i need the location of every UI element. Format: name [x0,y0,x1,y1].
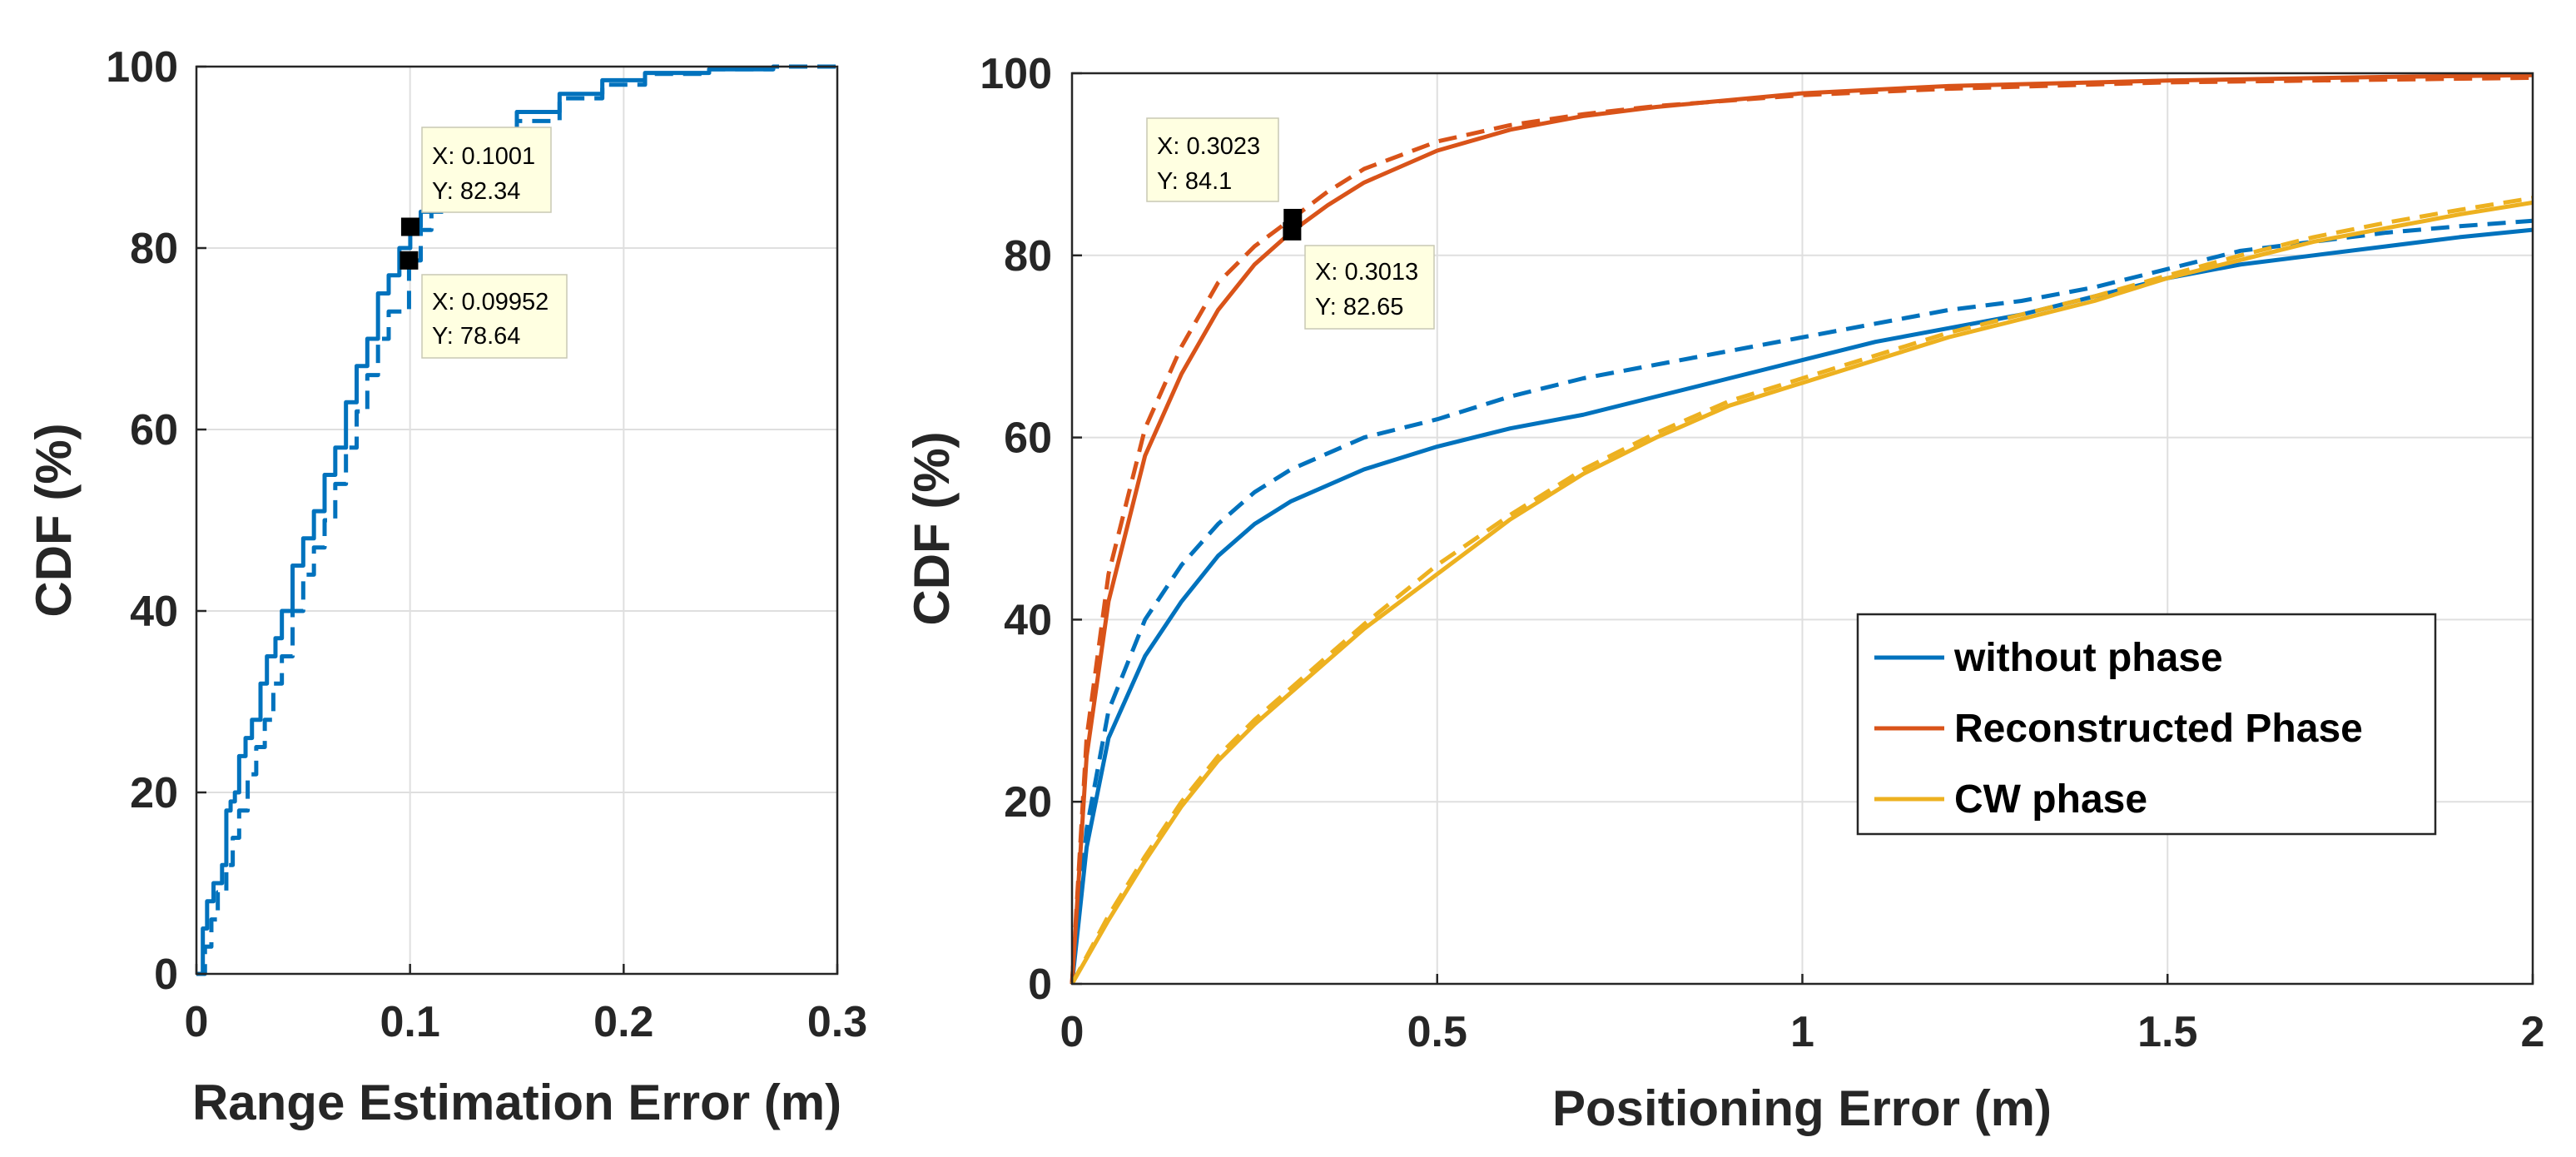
x-tick-label: 0.3 [807,998,867,1046]
datatips-left: X: 0.1001 Y: 82.34 X: 0.09952 Y: 78.64 [421,127,568,359]
datatip-box [421,127,552,213]
y-tick-label: 40 [1004,596,1052,644]
datatip-y: Y: 82.65 [1315,294,1403,320]
datatip-box [1146,117,1279,202]
datatip-marker[interactable] [400,217,419,236]
y-tick-label: 0 [1028,961,1052,1009]
series-line-dashed [196,64,837,976]
x-tick-label: 1 [1790,1008,1814,1056]
y-axis-label-left: CDF (%) [26,423,82,617]
plot-frame-left [195,65,839,976]
datatip-x: X: 0.1001 [432,143,535,170]
datatip-marker[interactable] [400,251,419,270]
datatip-1[interactable]: X: 0.1001 Y: 82.34 [421,127,552,213]
series-right [1070,72,2534,986]
series-line-reconstructed-phase-dashed [1070,75,2534,985]
datatip-marker[interactable] [1283,221,1302,241]
legend-label-reconstructed-phase: Reconstructed Phase [1954,707,2363,751]
legend-label-cw-phase: CW phase [1954,777,2147,822]
y-tick-label: 100 [980,50,1052,98]
y-tick-label: 60 [1004,415,1052,463]
x-tick-label: 0.2 [593,998,653,1046]
y-tick-label: 80 [1004,232,1052,281]
datatip-2[interactable]: X: 0.09952 Y: 78.64 [421,274,568,359]
legend-box [1856,613,2437,836]
datatip-y: Y: 78.64 [432,323,520,350]
y-tick-label: 20 [1004,778,1052,827]
series-line-reconstructed-phase [1070,72,2534,985]
datatip-x: X: 0.3023 [1157,133,1260,160]
datatip-x: X: 0.3013 [1315,259,1418,286]
x-tick-label: 0 [1060,1008,1085,1056]
range-error-axes: 0 0.1 0.2 0.3 0 20 40 60 80 100 Range Estimation … [26,43,867,1130]
y-tick-label: 40 [130,588,178,636]
y-tick-label: 0 [154,951,178,999]
x-tick-label: 1.5 [2137,1008,2197,1056]
datatip-x: X: 0.09952 [432,289,548,315]
x-tick-label: 0 [185,998,209,1046]
ticks-left: 0 0.1 0.2 0.3 0 20 40 60 80 100 [106,43,867,1046]
datatip-y: Y: 84.1 [1157,168,1232,195]
x-tick-label: 2 [2521,1008,2545,1056]
series-line-without-phase-dashed [1070,218,2534,985]
x-tick-label: 0.1 [380,998,440,1046]
y-tick-label: 100 [106,43,178,92]
y-axis-label-right: CDF (%) [904,431,960,625]
datatip-box [421,274,568,359]
y-tick-label: 20 [130,769,178,817]
datatip-y: Y: 82.34 [432,178,520,205]
x-axis-label-right: Positioning Error (m) [1552,1080,2052,1136]
datatip-1[interactable]: X: 0.3023 Y: 84.1 [1146,117,1279,202]
datatips-right: X: 0.3023 Y: 84.1 X: 0.3013 Y: 82.65 [1146,117,1435,330]
datatip-2[interactable]: X: 0.3013 Y: 82.65 [1304,245,1435,330]
x-tick-label: 0.5 [1407,1008,1467,1056]
datatip-box [1304,245,1435,330]
y-tick-label: 80 [130,225,178,273]
y-tick-label: 60 [130,406,178,454]
legend-label-without-phase: without phase [1953,636,2223,680]
series-line-cw-phase-dashed [1070,196,2534,986]
series-line-without-phase [1070,227,2534,985]
series-line-cw-phase [1070,200,2534,986]
legend: without phase Reconstructed Phase CW pha… [1856,613,2437,836]
x-axis-label-left: Range Estimation Error (m) [192,1075,841,1130]
